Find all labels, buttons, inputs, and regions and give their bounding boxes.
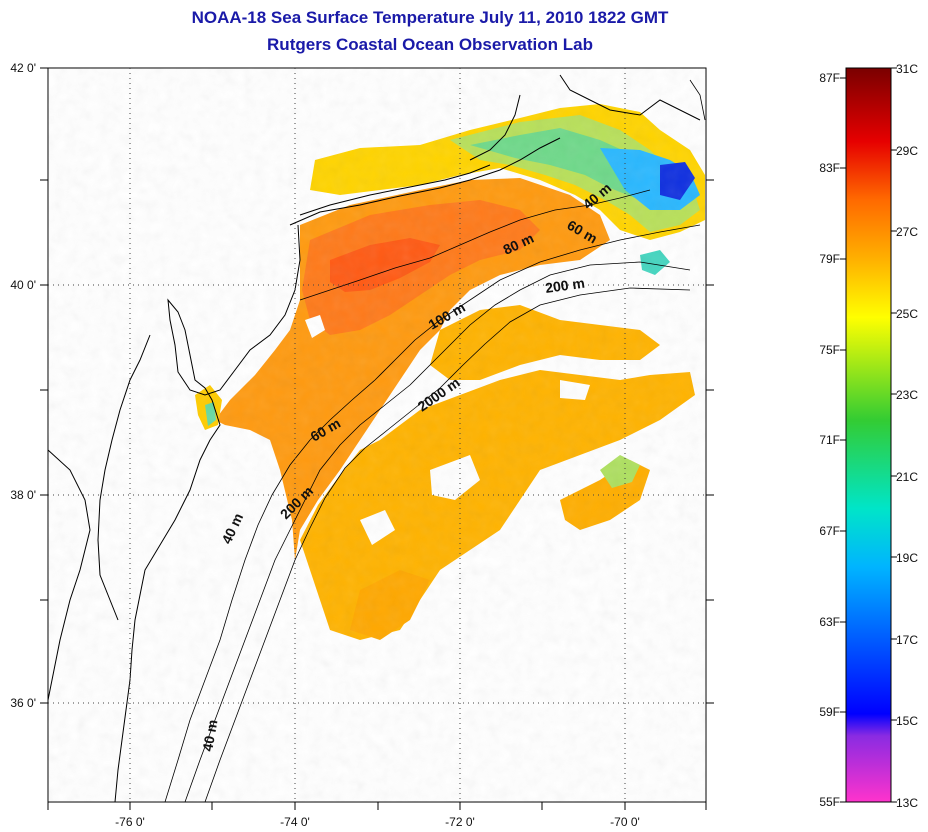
c-label: 23C — [896, 388, 918, 402]
c-label: 31C — [896, 62, 918, 76]
f-label: 87F — [819, 71, 840, 85]
c-label: 29C — [896, 144, 918, 158]
celsius-labels: 31C 29C 27C 25C 23C 21C 19C 17C 15C 13C — [896, 62, 918, 810]
colorbar: 87F 83F 79F 75F 71F 67F 63F 59F 55F 31C … — [819, 62, 918, 810]
c-label: 21C — [896, 470, 918, 484]
imagery-noise — [48, 68, 706, 802]
lon-label: -70 0' — [610, 815, 640, 829]
lon-label: -74 0' — [280, 815, 310, 829]
c-label: 17C — [896, 633, 918, 647]
contour-label: 40 m — [199, 718, 220, 752]
lat-label: 40 0' — [10, 278, 36, 292]
fahrenheit-labels: 87F 83F 79F 75F 71F 67F 63F 59F 55F — [819, 71, 840, 809]
f-label: 71F — [819, 433, 840, 447]
lat-label: 36 0' — [10, 696, 36, 710]
f-label: 63F — [819, 615, 840, 629]
f-label: 67F — [819, 524, 840, 538]
colorbar-scale — [845, 67, 892, 803]
c-label: 19C — [896, 551, 918, 565]
lon-label: -76 0' — [115, 815, 145, 829]
f-label: 75F — [819, 343, 840, 357]
longitude-labels: -76 0' -74 0' -72 0' -70 0' — [115, 815, 640, 829]
map-title: NOAA-18 Sea Surface Temperature July 11,… — [191, 8, 669, 27]
f-label: 83F — [819, 161, 840, 175]
lat-label: 42 0' — [10, 61, 36, 75]
coastline — [47, 74, 701, 803]
lat-label: 38 0' — [10, 488, 36, 502]
colorbar-ticks — [840, 67, 897, 803]
map-subtitle: Rutgers Coastal Ocean Observation Lab — [267, 35, 593, 54]
latitude-labels: 42 0' 40 0' 38 0' 36 0' — [10, 61, 36, 710]
f-label: 59F — [819, 705, 840, 719]
c-label: 25C — [896, 307, 918, 321]
contour-label: 200 m — [544, 275, 586, 296]
c-label: 27C — [896, 225, 918, 239]
lon-label: -72 0' — [445, 815, 475, 829]
bathymetry-contours — [164, 79, 706, 803]
c-label: 15C — [896, 714, 918, 728]
f-label: 79F — [819, 252, 840, 266]
axis-ticks — [40, 67, 714, 810]
f-label: 55F — [819, 795, 840, 809]
c-label: 13C — [896, 796, 918, 810]
